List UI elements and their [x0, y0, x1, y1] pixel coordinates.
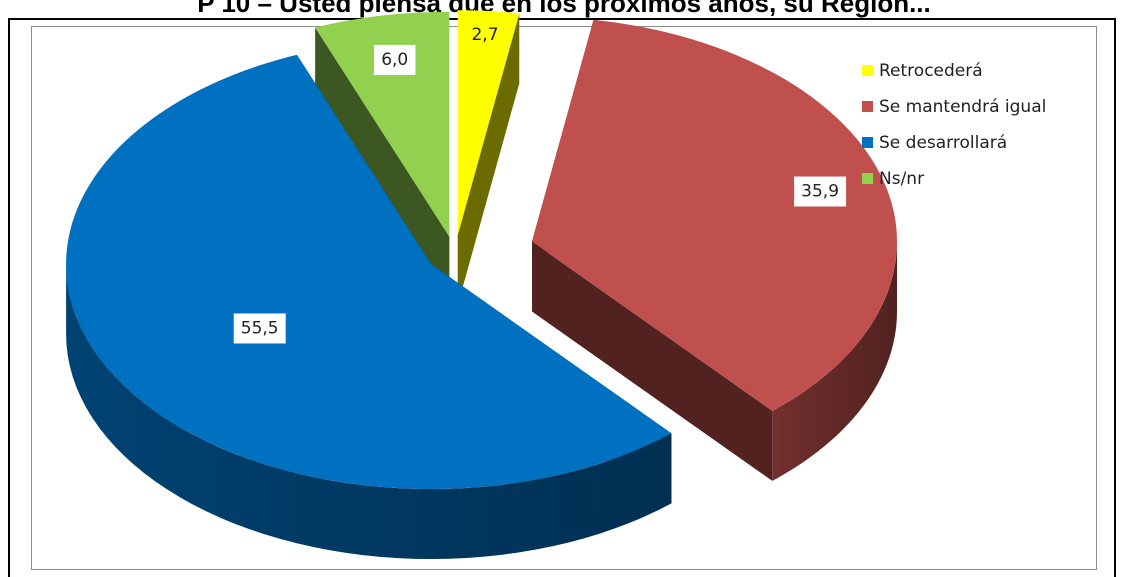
legend-swatch	[862, 173, 873, 184]
slice-rim	[66, 264, 672, 560]
data-label-ns-nr: 6,0	[373, 44, 416, 75]
data-label-se-mantendra-igual: 35,9	[794, 176, 847, 207]
slice-rim	[772, 241, 898, 481]
chart-title: P 10 – Usted piensa que en los próximos …	[197, 0, 931, 18]
slice-side-face	[315, 27, 450, 307]
pie-slice-se-mantendra-igual	[532, 19, 898, 481]
legend-swatch	[862, 101, 873, 112]
data-label-box	[794, 176, 847, 207]
legend-label: Ns/nr	[879, 168, 925, 189]
slice-top-face	[315, 11, 450, 237]
legend-item-retrocedera: Retrocederá	[862, 58, 1046, 83]
data-label-box	[373, 44, 416, 75]
data-label-se-desarrollara: 55,5	[233, 313, 286, 344]
pie-slices	[66, 10, 898, 560]
legend-label: Retrocederá	[879, 60, 983, 81]
outer-frame	[8, 18, 1116, 577]
slice-side-face	[532, 241, 773, 481]
data-label-retrocedera: 2,7	[471, 25, 498, 45]
data-label-box	[233, 313, 286, 344]
legend-item-ns-nr: Ns/nr	[862, 166, 1046, 191]
slice-top-face	[457, 10, 520, 236]
data-label-text: 6,0	[381, 50, 408, 70]
legend-label: Se mantendrá igual	[879, 96, 1047, 117]
legend-swatch	[862, 137, 873, 148]
pie-slice-retrocedera	[457, 10, 520, 306]
data-labels: 2,7 35,9 55,5 6,0	[233, 25, 847, 344]
slice-top-face	[532, 19, 898, 411]
data-label-text: 35,9	[801, 182, 839, 202]
data-label-text: 2,7	[471, 25, 498, 45]
legend-item-se-desarrollara: Se desarrollará	[862, 130, 1046, 155]
slice-top-face	[66, 54, 672, 490]
data-label-text: 55,5	[241, 318, 279, 338]
legend: Retrocederá Se mantendrá igual Se desarrol…	[862, 58, 1046, 202]
legend-label: Se desarrollará	[879, 132, 1008, 153]
slice-side-face	[457, 13, 520, 306]
pie-slice-se-desarrollara	[66, 54, 672, 560]
legend-swatch	[862, 65, 873, 76]
pie-slice-ns-nr	[315, 11, 450, 307]
legend-item-se-mantendra-igual: Se mantendrá igual	[862, 94, 1046, 119]
